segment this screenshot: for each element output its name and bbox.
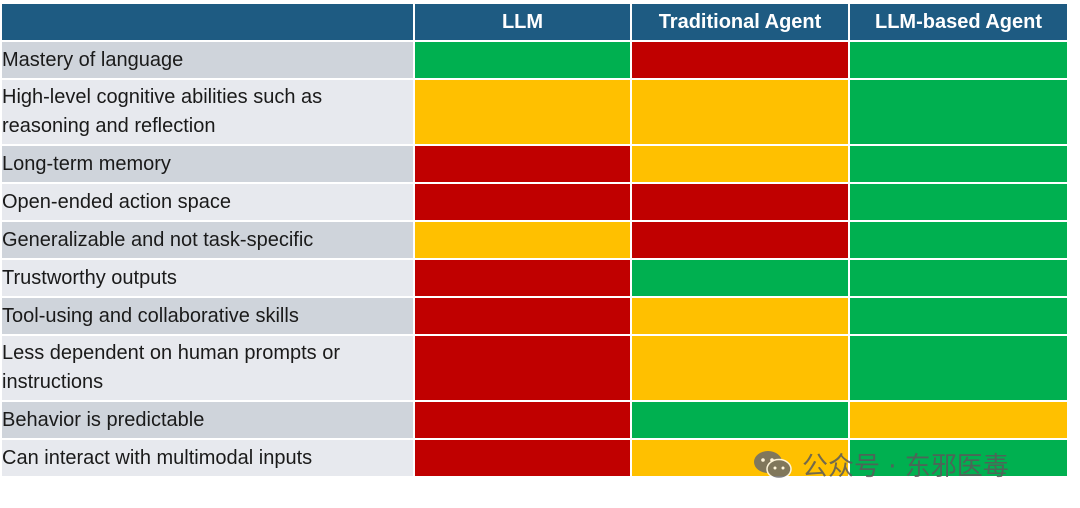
row-label: Behavior is predictable [0, 400, 415, 440]
rating-cell [630, 400, 850, 440]
rating-cell [848, 220, 1069, 260]
rating-cell [848, 296, 1069, 336]
table-row: Behavior is predictable [0, 400, 1069, 440]
rating-cell [413, 296, 632, 336]
table-row: Less dependent on human prompts or instr… [0, 334, 1069, 402]
rating-cell [413, 144, 632, 184]
rating-cell [630, 182, 850, 222]
header-corner [0, 2, 415, 42]
table-row: Mastery of language [0, 40, 1069, 80]
rating-cell [413, 400, 632, 440]
table-row: Open-ended action space [0, 182, 1069, 222]
header-llm: LLM [413, 2, 632, 42]
comparison-table: LLM Traditional Agent LLM-based Agent Ma… [0, 2, 1069, 478]
rating-cell [630, 438, 850, 478]
rating-cell [630, 40, 850, 80]
table-row: Can interact with multimodal inputs [0, 438, 1069, 478]
table-row: Generalizable and not task-specific [0, 220, 1069, 260]
rating-cell [413, 78, 632, 146]
row-label: Trustworthy outputs [0, 258, 415, 298]
rating-cell [848, 144, 1069, 184]
table-row: Tool-using and collaborative skills [0, 296, 1069, 336]
row-label: Long-term memory [0, 144, 415, 184]
rating-cell [848, 334, 1069, 402]
header-traditional-agent: Traditional Agent [630, 2, 850, 42]
wechat-icon [754, 450, 792, 479]
header-llm-based-agent: LLM-based Agent [848, 2, 1069, 42]
table-row: Trustworthy outputs [0, 258, 1069, 298]
rating-cell [413, 334, 632, 402]
rating-cell [630, 296, 850, 336]
rating-cell [848, 40, 1069, 80]
row-label: Can interact with multimodal inputs [0, 438, 415, 478]
rating-cell [630, 144, 850, 184]
row-label: Mastery of language [0, 40, 415, 80]
rating-cell [630, 78, 850, 146]
watermark: 公众号 · 东邪医毒 [752, 446, 1009, 483]
rating-cell [413, 220, 632, 260]
table-row: Long-term memory [0, 144, 1069, 184]
rating-cell [848, 182, 1069, 222]
row-label: Less dependent on human prompts or instr… [0, 334, 415, 402]
row-label: Generalizable and not task-specific [0, 220, 415, 260]
rating-cell [413, 40, 632, 80]
row-label: Tool-using and collaborative skills [0, 296, 415, 336]
rating-cell [413, 258, 632, 298]
rating-cell [630, 258, 850, 298]
rating-cell [630, 334, 850, 402]
rating-cell [848, 78, 1069, 146]
rating-cell [848, 400, 1069, 440]
rating-cell [413, 438, 632, 478]
table-row: High-level cognitive abilities such as r… [0, 78, 1069, 146]
row-label: High-level cognitive abilities such as r… [0, 78, 415, 146]
header-row: LLM Traditional Agent LLM-based Agent [0, 2, 1069, 42]
rating-cell [413, 182, 632, 222]
rating-cell [848, 438, 1069, 478]
rating-cell [630, 220, 850, 260]
row-label: Open-ended action space [0, 182, 415, 222]
rating-cell [848, 258, 1069, 298]
watermark-text: 公众号 · 东邪医毒 [802, 452, 1009, 482]
